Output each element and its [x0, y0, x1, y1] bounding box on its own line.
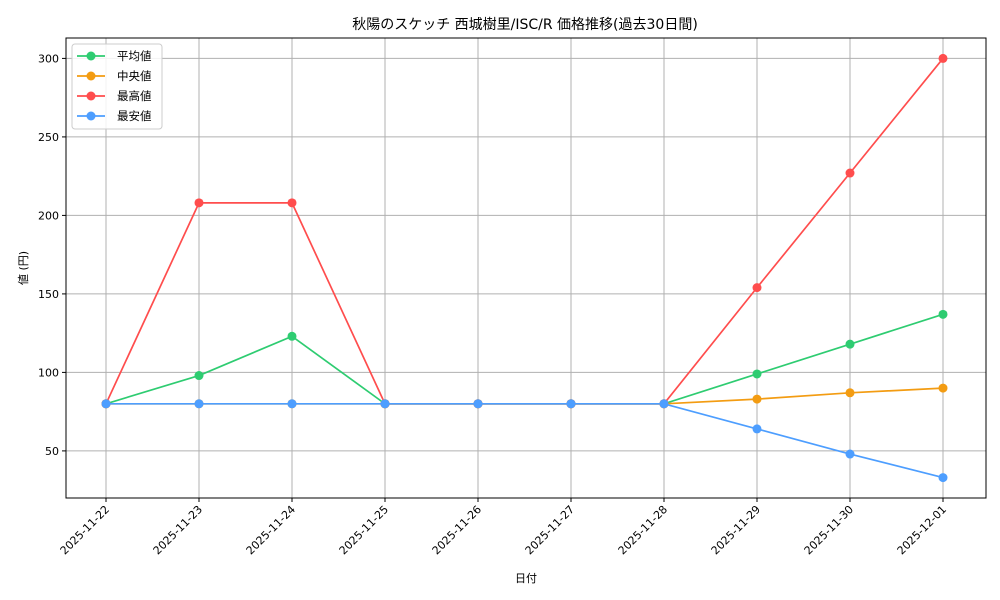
legend-label: 最安値 — [117, 109, 152, 123]
data-point — [101, 399, 111, 409]
x-tick-label: 2025-11-25 — [337, 503, 391, 557]
data-point — [752, 424, 762, 434]
y-tick-label: 150 — [38, 288, 59, 301]
series-2 — [101, 53, 948, 409]
data-point — [845, 168, 855, 178]
data-point — [194, 399, 204, 409]
data-point — [752, 369, 762, 379]
data-point — [659, 399, 669, 409]
legend-item: 最安値 — [77, 109, 152, 123]
chart-title: 秋陽のスケッチ 西城樹里/ISC/R 価格推移(過去30日間) — [352, 17, 698, 33]
y-axis-ticks: 50 100 150 200 250 300 — [38, 52, 66, 458]
data-point — [287, 198, 297, 208]
legend-label: 平均値 — [117, 49, 152, 63]
x-tick-label: 2025-11-30 — [802, 503, 856, 557]
grid-lines — [66, 38, 986, 498]
y-tick-label: 50 — [45, 445, 59, 458]
data-point — [845, 449, 855, 459]
legend-label: 中央値 — [117, 69, 152, 83]
x-tick-label: 2025-11-22 — [58, 503, 112, 557]
legend-marker-icon — [86, 71, 96, 81]
data-point — [287, 399, 297, 409]
legend-item: 平均値 — [77, 49, 152, 63]
data-point — [938, 473, 948, 483]
data-point — [194, 371, 204, 381]
legend-box — [71, 43, 163, 130]
legend-item: 中央値 — [77, 69, 152, 83]
legend-marker-icon — [86, 111, 96, 121]
data-point — [566, 399, 576, 409]
x-tick-label: 2025-11-23 — [151, 503, 205, 557]
plot-frame — [65, 37, 987, 499]
y-tick-label: 300 — [38, 52, 59, 65]
x-tick-label: 2025-11-24 — [244, 503, 298, 557]
y-axis-label: 値 (円) — [17, 251, 30, 285]
x-axis-label: 日付 — [515, 572, 537, 585]
data-point — [380, 399, 390, 409]
x-tick-label: 2025-11-28 — [616, 503, 670, 557]
x-tick-label: 2025-11-27 — [523, 503, 577, 557]
data-point — [752, 283, 762, 293]
data-point — [287, 331, 297, 341]
series-0 — [101, 309, 948, 409]
data-point — [845, 388, 855, 398]
data-point — [752, 394, 762, 404]
x-tick-label: 2025-12-01 — [895, 503, 949, 557]
data-point — [938, 309, 948, 319]
data-point — [473, 399, 483, 409]
data-series — [101, 53, 948, 483]
legend-label: 最高値 — [117, 89, 152, 103]
y-tick-label: 200 — [38, 209, 59, 222]
legend-item: 最高値 — [77, 89, 152, 103]
data-point — [938, 53, 948, 63]
data-point — [845, 339, 855, 349]
y-tick-label: 250 — [38, 131, 59, 144]
x-axis-ticks: 2025-11-22 2025-11-23 2025-11-24 2025-11-25… — [58, 498, 949, 557]
legend-marker-icon — [86, 51, 96, 61]
data-point — [938, 383, 948, 393]
x-tick-label: 2025-11-26 — [430, 503, 484, 557]
x-tick-label: 2025-11-29 — [709, 503, 763, 557]
y-tick-label: 100 — [38, 366, 59, 379]
legend-marker-icon — [86, 91, 96, 101]
series-3 — [101, 399, 948, 483]
data-point — [194, 198, 204, 208]
